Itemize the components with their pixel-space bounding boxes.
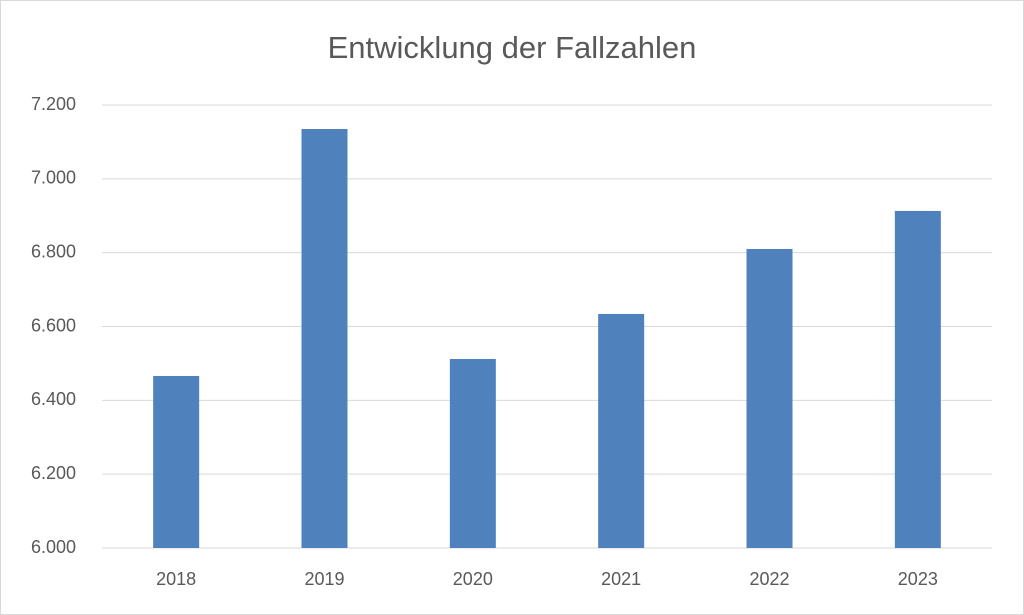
y-tick-label: 6.600 [31, 315, 76, 335]
y-tick-label: 6.000 [31, 537, 76, 557]
bar [894, 210, 941, 548]
x-tick-label: 2019 [304, 569, 344, 589]
x-tick-label: 2023 [898, 569, 938, 589]
bar [449, 358, 496, 548]
bar [153, 375, 200, 548]
chart-title: Entwicklung der Fallzahlen [328, 30, 697, 65]
y-tick-label: 7.200 [31, 94, 76, 114]
x-tick-label: 2022 [749, 569, 789, 589]
y-tick-label: 7.000 [31, 168, 76, 188]
y-tick-label: 6.200 [31, 463, 76, 483]
y-tick-label: 6.400 [31, 389, 76, 409]
bar [598, 313, 645, 548]
y-tick-label: 6.800 [31, 241, 76, 261]
bar [301, 128, 348, 548]
x-tick-label: 2021 [601, 569, 641, 589]
x-tick-label: 2018 [156, 569, 196, 589]
x-tick-label: 2020 [453, 569, 493, 589]
bar [746, 248, 793, 548]
